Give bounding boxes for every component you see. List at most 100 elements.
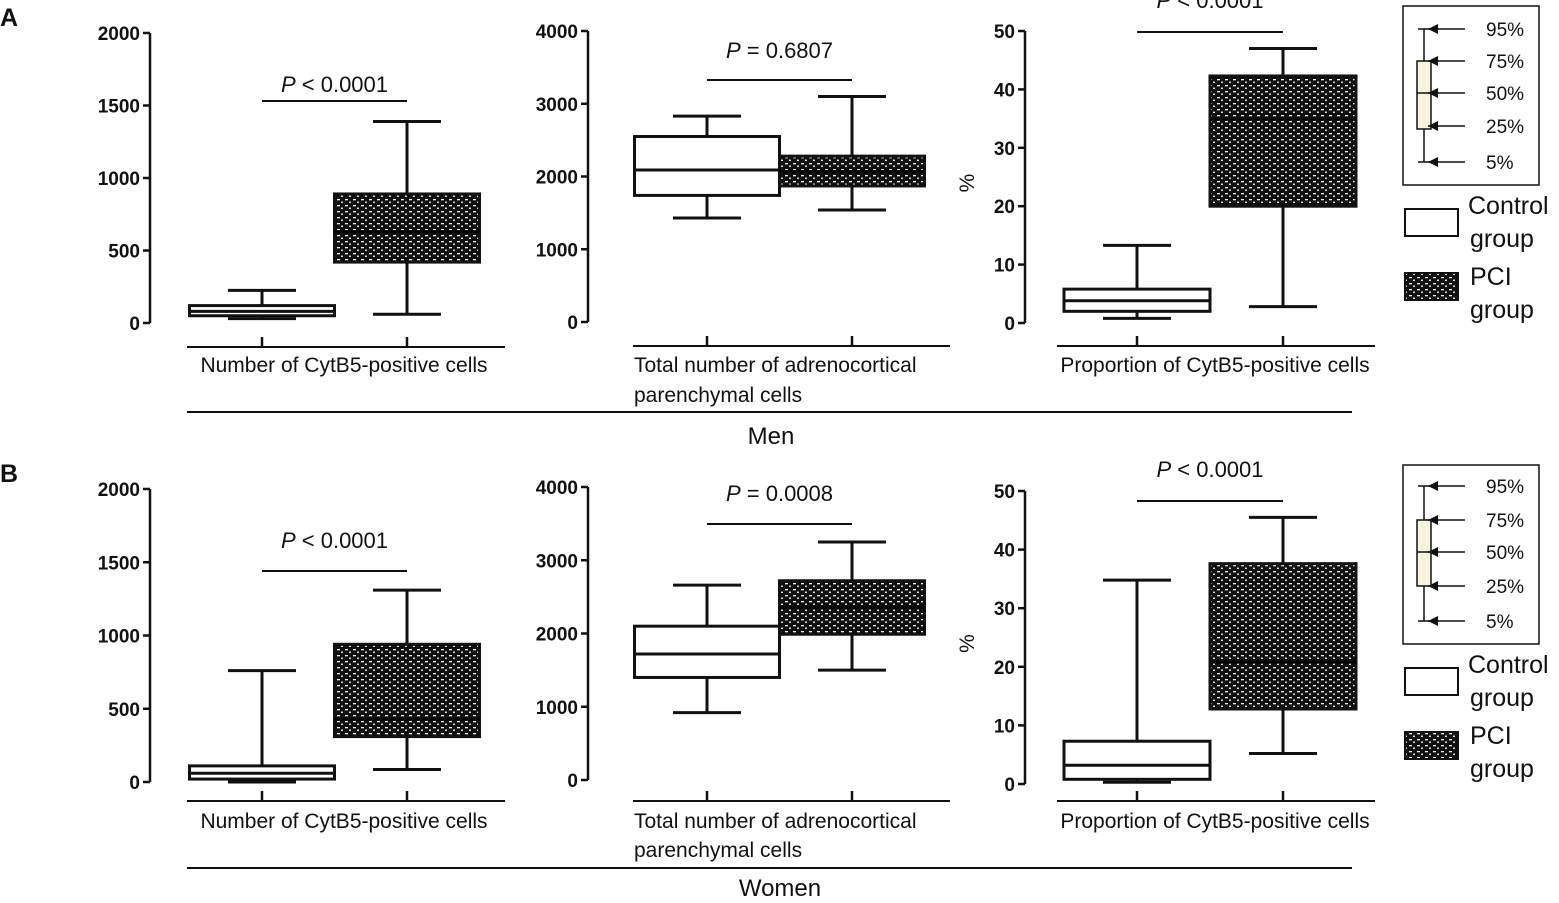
p-value-label: P < 0.0001	[281, 528, 388, 553]
chart-panel: 0 1000 2000 3000 4000 Total number of adrenoc…	[536, 478, 950, 862]
box-control-group	[1062, 243, 1212, 320]
y-tick-label: 3000	[536, 95, 578, 116]
x-axis-label: Proportion of CytB5-positive cells	[1060, 810, 1369, 833]
row-label-women: Women	[739, 875, 821, 902]
legend-arrow-head	[1428, 157, 1438, 167]
y-tick-label: 30	[994, 599, 1015, 620]
percentile-legend-frame	[1402, 5, 1540, 186]
y-tick-label: 500	[108, 242, 140, 263]
legend-control-swatch	[1404, 208, 1459, 237]
row-label-men: Men	[748, 423, 795, 450]
p-value-symbol: P	[1156, 457, 1171, 482]
legend-pci-label-2: group	[1470, 755, 1534, 783]
legend-control-label-2: group	[1470, 684, 1534, 712]
legend-pci-label-2: group	[1470, 296, 1534, 324]
y-tick-label: 0	[1004, 314, 1015, 335]
box-control-group	[188, 288, 336, 321]
y-tick-label: 4000	[536, 22, 578, 43]
legend-percentile-label: 5%	[1486, 612, 1514, 633]
box-iqr	[1062, 739, 1212, 781]
y-tick-label: 3000	[536, 551, 578, 572]
legend-arrow-head	[1428, 616, 1438, 626]
legend-arrow-head	[1428, 24, 1438, 34]
percentile-legend-box	[1416, 519, 1432, 587]
percentile-legend-men: 95% 75% 50% 25% 5%	[1402, 5, 1540, 186]
box-control-group	[1062, 578, 1212, 784]
box-iqr	[633, 624, 781, 679]
percentile-legend-frame	[1402, 464, 1540, 645]
chart-panel: 0 500 1000 1500 2000 Number of CytB5-positive…	[98, 480, 505, 833]
y-tick-label: 2000	[98, 24, 140, 45]
p-value-text: = 0.0008	[741, 481, 833, 506]
legend-arrow-head	[1428, 581, 1438, 591]
p-value-label: P < 0.0001	[1156, 0, 1263, 13]
legend-pci-label: PCI	[1470, 263, 1512, 291]
p-value-text: < 0.0001	[296, 528, 388, 553]
legend-control-label: Control	[1468, 651, 1549, 679]
y-tick-label: 50	[994, 482, 1015, 503]
y-tick-label: 0	[567, 313, 578, 334]
chart-panel: 0 1000 2000 3000 4000 Total number of adrenoc…	[536, 22, 950, 407]
legend-pci-label: PCI	[1470, 722, 1512, 750]
y-tick-label: 0	[1004, 775, 1015, 796]
p-value-text: < 0.0001	[1171, 457, 1263, 482]
legend-arrow-head	[1428, 515, 1438, 525]
y-tick-label: 0	[567, 771, 578, 792]
y-tick-label: 1000	[98, 627, 140, 648]
chart-panel: 0 10 20 30 40 50% Proportion of CytB5-positive…	[956, 0, 1375, 377]
legend-pci-swatch	[1404, 272, 1459, 301]
panel-label-a: A	[0, 4, 18, 32]
y-tick-label: 2000	[536, 168, 578, 189]
p-value-label: P = 0.6807	[726, 38, 833, 63]
box-pci-group	[333, 119, 481, 316]
y-axis-label: %	[956, 634, 979, 653]
y-tick-label: 1500	[98, 97, 140, 118]
p-value-text: = 0.6807	[741, 38, 833, 63]
box-pci-group	[778, 540, 926, 672]
box-pci-group	[1208, 515, 1358, 756]
y-tick-label: 10	[994, 716, 1015, 737]
legend-arrow-head	[1428, 56, 1438, 66]
y-tick-label: 30	[994, 139, 1015, 160]
legend-percentile-label: 5%	[1486, 153, 1514, 174]
y-tick-label: 1500	[98, 553, 140, 574]
p-value-text: < 0.0001	[296, 72, 388, 97]
legend-control-swatch	[1404, 667, 1459, 696]
p-value-symbol: P	[726, 481, 741, 506]
y-tick-label: 0	[129, 314, 140, 335]
box-pci-group	[333, 588, 481, 772]
y-tick-label: 20	[994, 197, 1015, 218]
chart-panel: 0 500 1000 1500 2000 Number of CytB5-positive…	[98, 24, 505, 377]
box-pci-group	[778, 94, 926, 212]
panel-label-b: B	[0, 460, 18, 488]
p-value-symbol: P	[281, 72, 296, 97]
box-iqr	[1208, 562, 1358, 711]
legend-control-label-2: group	[1470, 225, 1534, 253]
box-control-group	[633, 583, 781, 715]
chart-panel: 0 10 20 30 40 50% Proportion of CytB5-positive…	[956, 457, 1375, 833]
legend-percentile-label: 75%	[1486, 511, 1524, 532]
legend-arrow-head	[1428, 481, 1438, 491]
y-tick-label: 2000	[98, 480, 140, 501]
box-iqr	[633, 134, 781, 197]
box-pci-group	[1208, 47, 1358, 309]
y-tick-label: 1000	[536, 240, 578, 261]
legend-arrow-head	[1428, 88, 1438, 98]
legend-percentile-label: 25%	[1486, 577, 1524, 598]
x-axis-label: Total number of adrenocortical	[634, 354, 917, 377]
y-tick-label: 500	[108, 700, 140, 721]
x-axis-label: Proportion of CytB5-positive cells	[1060, 354, 1369, 377]
y-tick-label: 20	[994, 658, 1015, 679]
box-iqr	[333, 192, 481, 264]
x-axis-label: parenchymal cells	[634, 384, 802, 407]
p-value-label: P < 0.0001	[281, 72, 388, 97]
x-axis-label: parenchymal cells	[634, 839, 802, 862]
percentile-legend-women: 95% 75% 50% 25% 5%	[1402, 464, 1540, 645]
y-tick-label: 0	[129, 773, 140, 794]
legend-percentile-label: 25%	[1486, 117, 1524, 138]
x-axis-label: Number of CytB5-positive cells	[200, 354, 487, 377]
y-tick-label: 10	[994, 256, 1015, 277]
y-axis-label: %	[956, 174, 979, 193]
